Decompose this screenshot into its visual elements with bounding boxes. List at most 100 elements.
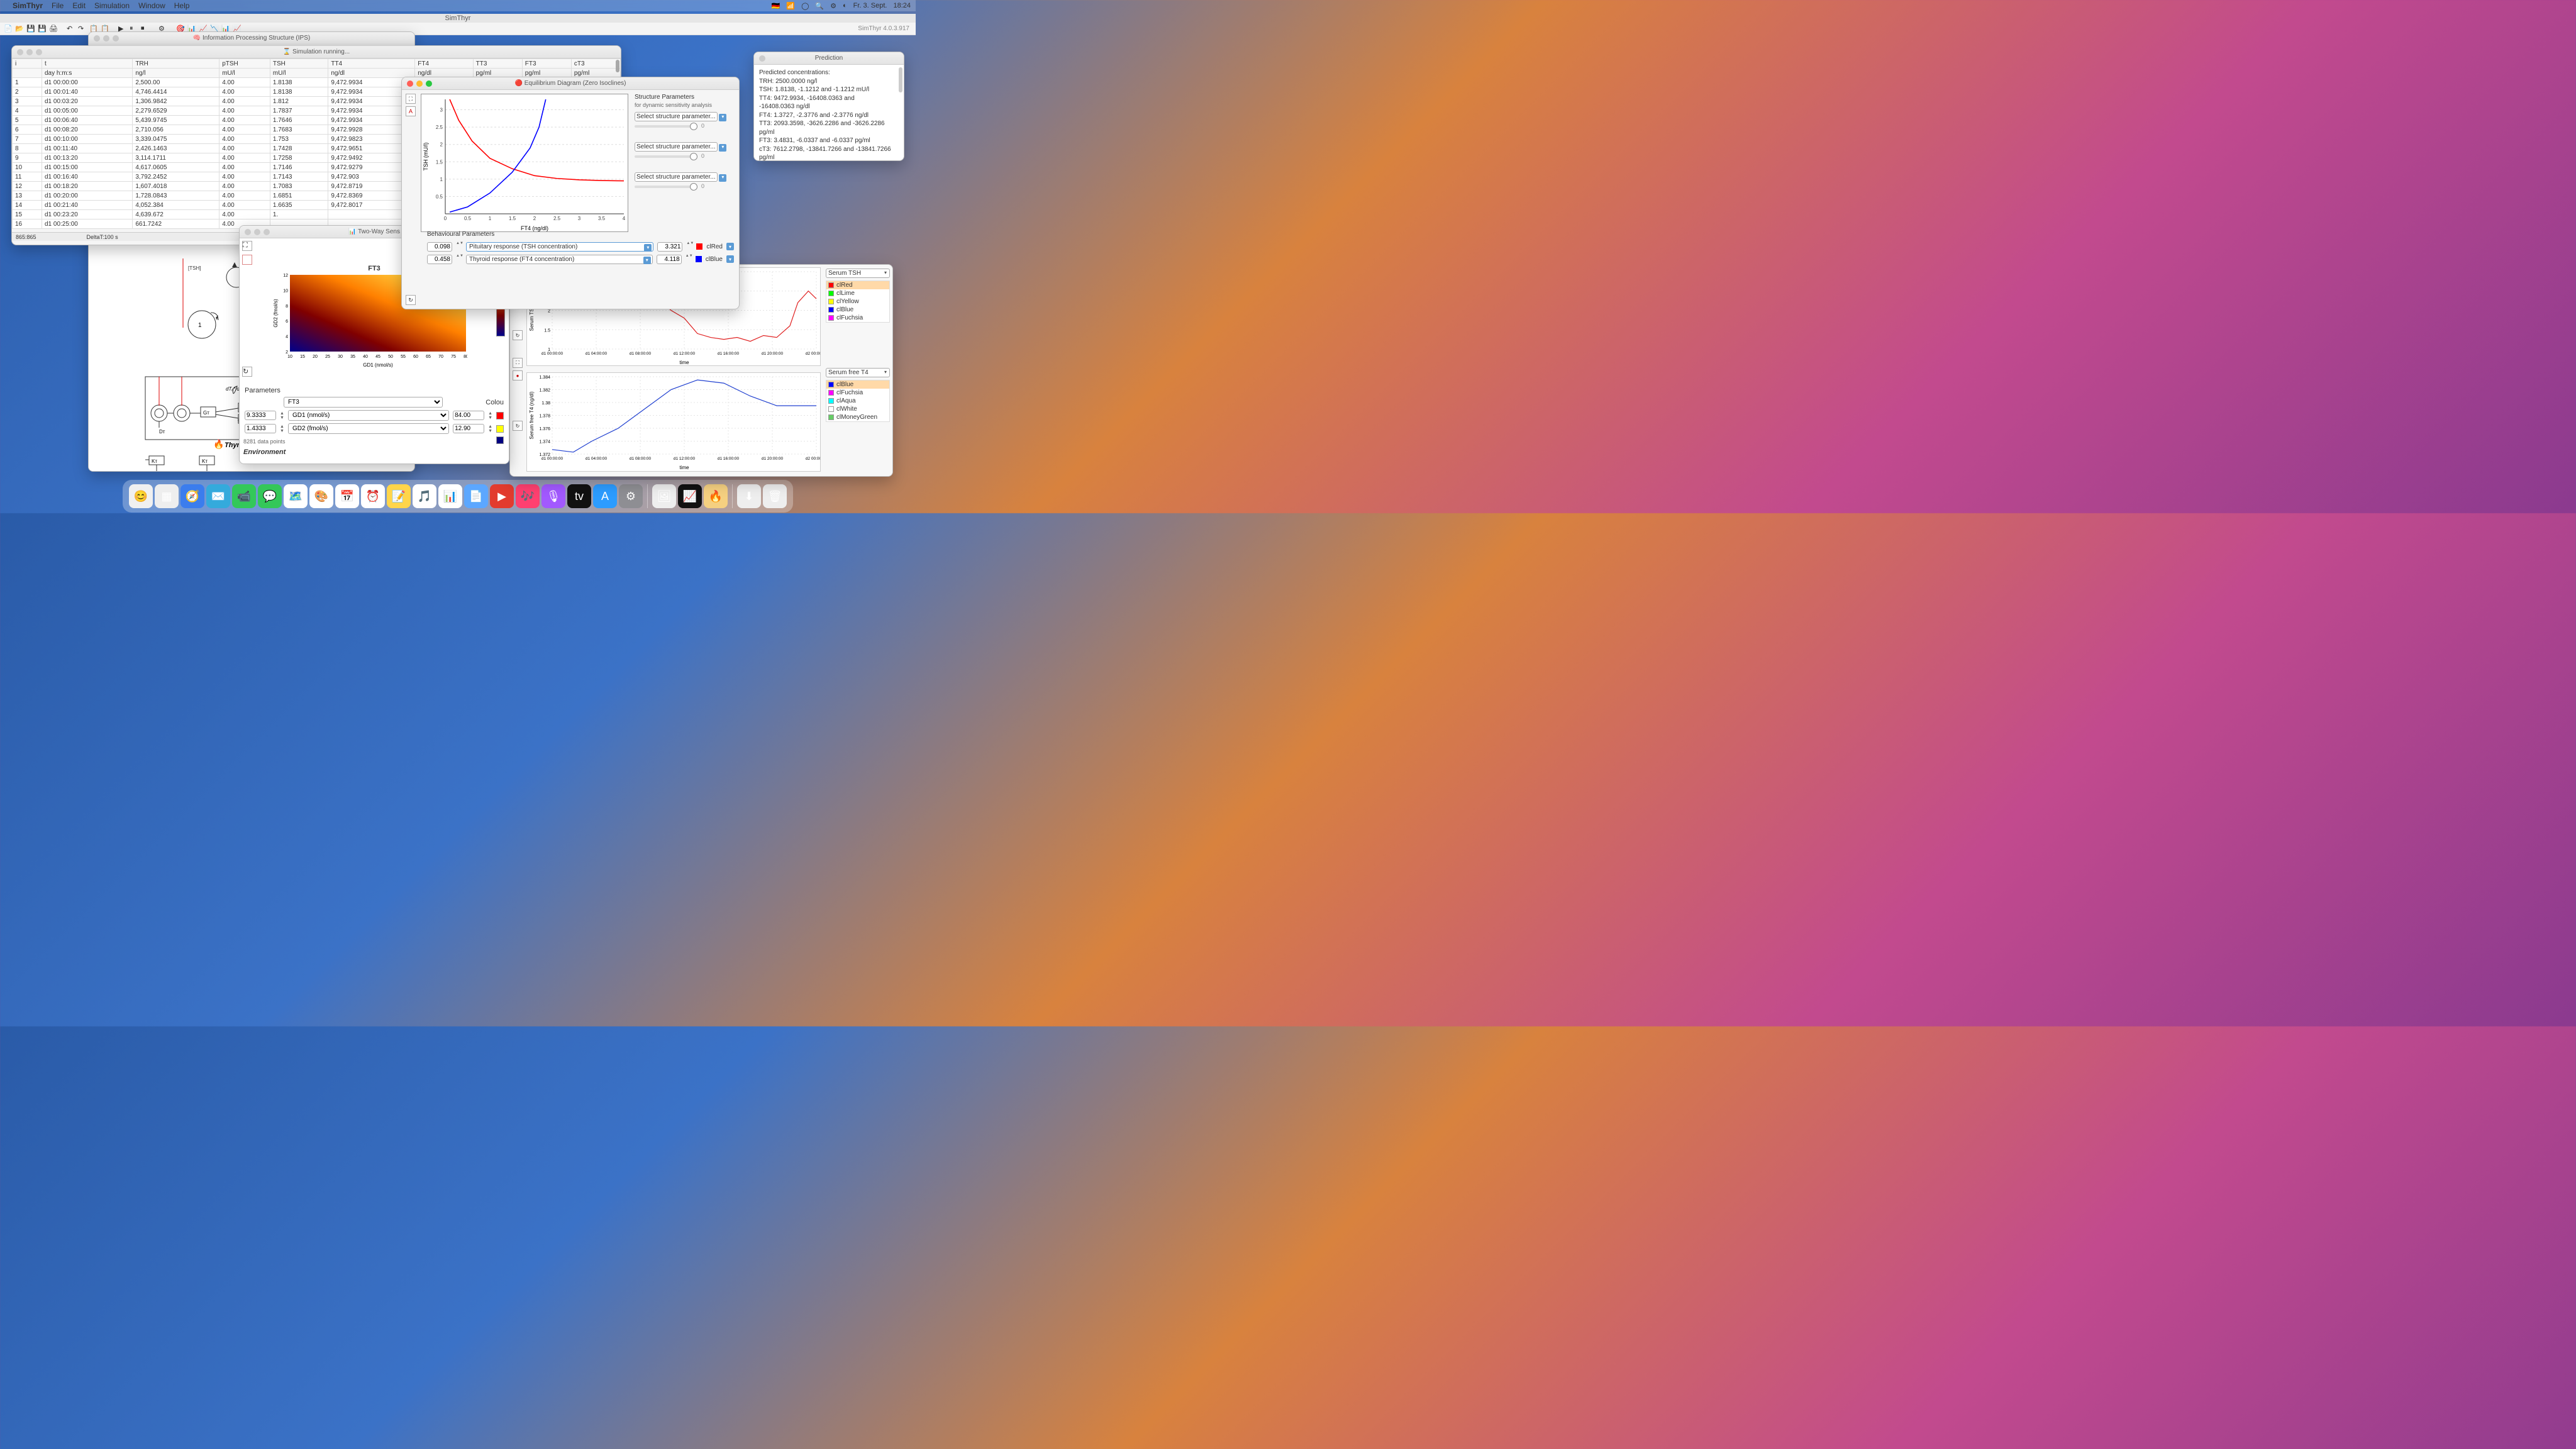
equilibrium-window[interactable]: 🔴 Equilibrium Diagram (Zero Isoclines) ⛶…: [401, 77, 740, 309]
legend-item[interactable]: clFuchsia: [826, 314, 889, 322]
wifi-icon[interactable]: 📶: [786, 2, 795, 10]
structure-select-1[interactable]: Select structure parameter...: [635, 112, 718, 121]
beh-lowval[interactable]: [427, 255, 452, 264]
dock-icon[interactable]: 🎙: [541, 484, 565, 508]
menubar-app[interactable]: SimThyr: [13, 1, 43, 10]
legend-item[interactable]: clYellow: [826, 297, 889, 306]
dock-icon[interactable]: 😊: [129, 484, 153, 508]
dock-icon[interactable]: 📅: [335, 484, 359, 508]
tw-swatch-icon[interactable]: [242, 255, 252, 265]
dock-icon[interactable]: 📝: [387, 484, 411, 508]
tb-print-icon[interactable]: 🖨: [49, 25, 58, 33]
structure-slider-1[interactable]: [635, 125, 697, 128]
legend-item[interactable]: clRed: [826, 281, 889, 289]
beh-select[interactable]: Pituitary response (TSH concentration)▾: [466, 242, 653, 252]
dock-icon[interactable]: 🗑: [763, 484, 787, 508]
tw-fullscreen-icon[interactable]: ⛶: [242, 241, 252, 251]
control-center-icon[interactable]: ⚙: [830, 2, 836, 10]
tb-undo-icon[interactable]: ↶: [67, 25, 75, 33]
dock-icon[interactable]: 🎨: [309, 484, 333, 508]
col-header[interactable]: cT3: [571, 59, 620, 69]
tb-open-icon[interactable]: 📂: [15, 25, 24, 33]
menu-help[interactable]: Help: [174, 1, 190, 10]
tw-p1-max[interactable]: [453, 411, 484, 420]
siri-icon[interactable]: ◐: [843, 2, 847, 9]
dock-icon[interactable]: 🗺️: [284, 484, 308, 508]
dock-icon[interactable]: ⚙: [619, 484, 643, 508]
dock-icon[interactable]: tv: [567, 484, 591, 508]
zoom-icon[interactable]: [426, 80, 432, 87]
legend-item[interactable]: clLime: [826, 289, 889, 297]
menubar-time[interactable]: 18:24: [893, 2, 911, 9]
stepper-icon[interactable]: ▲▼: [456, 254, 462, 264]
tw-main-select[interactable]: FT3: [284, 397, 443, 408]
dock-icon[interactable]: 🖼: [652, 484, 676, 508]
dock-icon[interactable]: ▦: [155, 484, 179, 508]
bottom-series-select[interactable]: Serum free T4: [826, 368, 890, 377]
structure-select-3[interactable]: Select structure parameter...: [635, 172, 718, 182]
beh-highval[interactable]: [657, 242, 682, 252]
col-header[interactable]: t: [42, 59, 132, 69]
color-dropdown[interactable]: ▾: [726, 243, 734, 250]
structure-select-2[interactable]: Select structure parameter...: [635, 142, 718, 152]
col-header[interactable]: FT3: [522, 59, 571, 69]
dock-icon[interactable]: 🎵: [413, 484, 436, 508]
user-icon[interactable]: ◯: [801, 2, 809, 10]
zoom-icon[interactable]: [264, 229, 270, 235]
ch-refresh-icon[interactable]: ↻: [513, 330, 523, 340]
close-icon[interactable]: [17, 49, 23, 55]
dock-icon[interactable]: 🔥: [704, 484, 728, 508]
color-swatch-red[interactable]: [496, 412, 504, 419]
dock-icon[interactable]: 📄: [464, 484, 488, 508]
close-icon[interactable]: [407, 80, 413, 87]
legend-item[interactable]: clBlue: [826, 306, 889, 314]
menu-window[interactable]: Window: [138, 1, 165, 10]
structure-slider-3[interactable]: [635, 186, 697, 188]
ch-rec2-icon[interactable]: ●: [513, 370, 523, 380]
tw-p2-val[interactable]: [245, 424, 276, 433]
dock-icon[interactable]: ⬇: [737, 484, 761, 508]
color-dropdown[interactable]: ▾: [726, 255, 734, 263]
top-legend[interactable]: clRedclLimeclYellowclBlueclFuchsia: [826, 280, 890, 323]
structure-slider-2[interactable]: [635, 155, 697, 158]
menu-file[interactable]: File: [52, 1, 64, 10]
dock-icon[interactable]: 💬: [258, 484, 282, 508]
col-header[interactable]: i: [13, 59, 42, 69]
bottom-legend[interactable]: clBlueclFuchsiaclAquaclWhiteclMoneyGreen: [826, 380, 890, 422]
dock[interactable]: 😊▦🧭✉️📹💬🗺️🎨📅⏰📝🎵📊📄▶🎶🎙tvA⚙🖼📈🔥⬇🗑: [123, 480, 793, 513]
close-icon[interactable]: [245, 229, 251, 235]
col-header[interactable]: FT4: [415, 59, 473, 69]
beh-select[interactable]: Thyroid response (FT4 concentration)▾: [466, 255, 653, 264]
stepper-icon[interactable]: ▲▼: [686, 254, 692, 264]
dock-icon[interactable]: A: [593, 484, 617, 508]
prediction-window[interactable]: Prediction Predicted concentrations:TRH:…: [753, 52, 904, 161]
stepper-icon[interactable]: ▲▼: [456, 242, 462, 252]
minimize-icon[interactable]: [416, 80, 423, 87]
legend-item[interactable]: clMoneyGreen: [826, 413, 889, 421]
tb-redo-icon[interactable]: ↷: [78, 25, 87, 33]
eq-refresh-icon[interactable]: ↻: [406, 295, 416, 305]
menu-simulation[interactable]: Simulation: [94, 1, 130, 10]
dock-icon[interactable]: 📹: [232, 484, 256, 508]
col-header[interactable]: TT3: [473, 59, 522, 69]
legend-item[interactable]: clWhite: [826, 405, 889, 413]
col-header[interactable]: TRH: [133, 59, 219, 69]
beh-lowval[interactable]: [427, 242, 452, 252]
minimize-icon[interactable]: [254, 229, 260, 235]
close-icon[interactable]: [759, 55, 765, 62]
eq-fullscreen-icon[interactable]: ⛶: [406, 94, 416, 104]
tb-save-icon[interactable]: 💾: [26, 25, 35, 33]
legend-item[interactable]: clBlue: [826, 380, 889, 389]
menubar-date[interactable]: Fr. 3. Sept.: [853, 2, 887, 9]
menu-edit[interactable]: Edit: [72, 1, 86, 10]
col-header[interactable]: TSH: [270, 59, 328, 69]
tw-p2-select[interactable]: GD2 (fmol/s): [288, 423, 449, 434]
beh-highval[interactable]: [657, 255, 682, 264]
tw-p1-select[interactable]: GD1 (nmol/s): [288, 410, 449, 421]
dock-icon[interactable]: ⏰: [361, 484, 385, 508]
tw-p2-max[interactable]: [453, 424, 484, 433]
top-series-select[interactable]: Serum TSH: [826, 269, 890, 278]
col-header[interactable]: pTSH: [219, 59, 270, 69]
search-icon[interactable]: 🔍: [815, 2, 824, 10]
col-header[interactable]: TT4: [328, 59, 415, 69]
